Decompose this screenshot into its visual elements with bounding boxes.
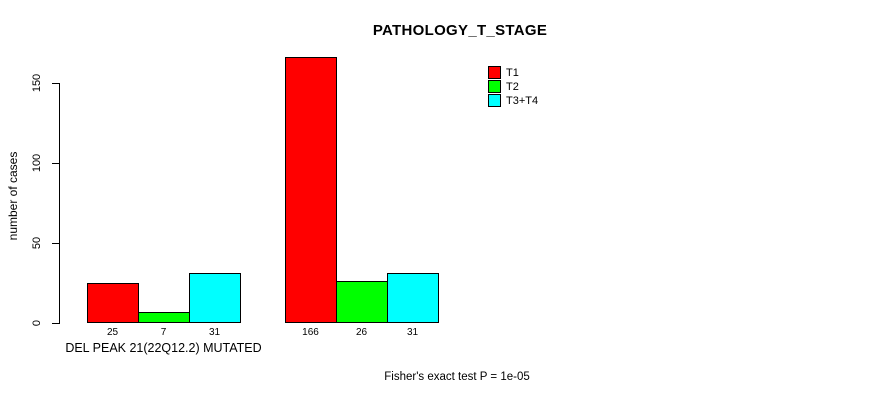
bar-value-label: 166	[302, 327, 319, 338]
legend-swatch-t1	[488, 66, 501, 79]
y-axis-tick	[52, 323, 59, 324]
y-axis-label: number of cases	[6, 151, 20, 241]
y-tick-label: 150	[31, 73, 43, 93]
bar-value-label: 26	[355, 327, 368, 338]
y-tick-label: 0	[31, 319, 43, 327]
y-tick-label: 100	[31, 153, 43, 173]
y-axis-tick	[52, 243, 59, 244]
bar-t1-group2	[285, 57, 337, 323]
y-tick-label: 50	[31, 236, 43, 250]
legend-item-t1: T1	[488, 66, 519, 79]
legend-item-t3+t4: T3+T4	[488, 94, 538, 107]
x-group-label: DEL PEAK 21(22Q12.2) MUTATED	[65, 341, 262, 355]
bar-value-label: 31	[406, 327, 419, 338]
bar-value-label: 25	[106, 327, 119, 338]
legend-label: T3+T4	[506, 94, 539, 107]
bar-t2-group2	[336, 281, 388, 323]
legend-item-t2: T2	[488, 80, 519, 93]
legend-label: T2	[506, 80, 519, 93]
bar-t1-group1	[87, 283, 139, 323]
chart-title: PATHOLOGY_T_STAGE	[372, 22, 548, 39]
y-axis-line	[59, 83, 60, 324]
legend-swatch-t3+t4	[488, 94, 501, 107]
y-axis-tick	[52, 163, 59, 164]
bar-t3+t4-group2	[387, 273, 439, 323]
bar-t3+t4-group1	[189, 273, 241, 323]
bar-value-label: 31	[208, 327, 221, 338]
legend-swatch-t2	[488, 80, 501, 93]
legend-label: T1	[506, 66, 519, 79]
y-axis-tick	[52, 83, 59, 84]
bar-value-label: 7	[160, 327, 167, 338]
footnote-pvalue: Fisher's exact test P = 1e-05	[384, 371, 530, 383]
bar-t2-group1	[138, 312, 190, 323]
